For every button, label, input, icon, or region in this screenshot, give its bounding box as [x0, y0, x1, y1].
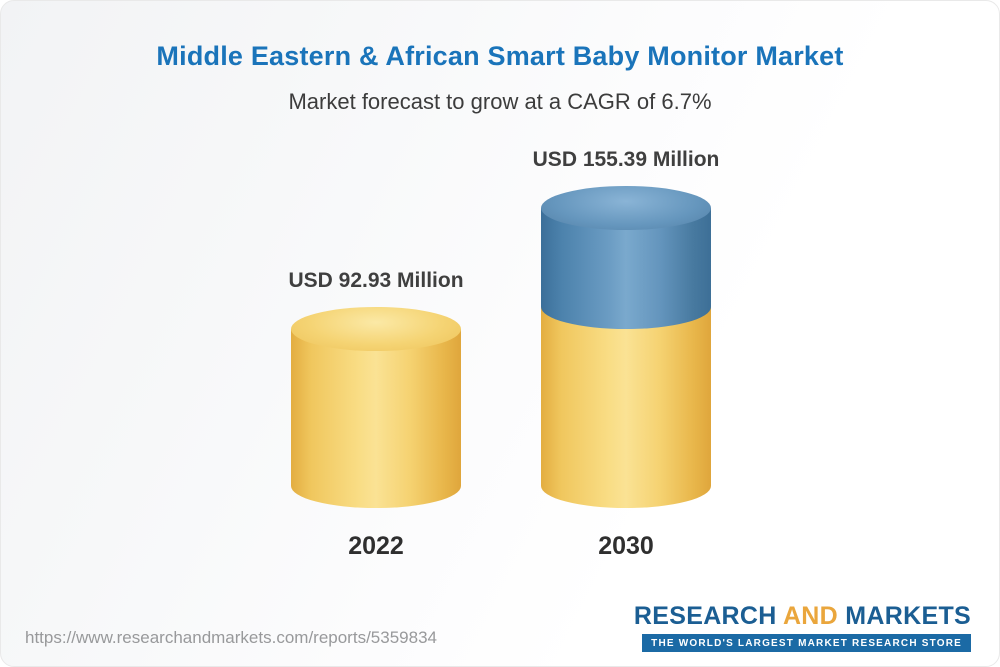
cylinder-2030-base-segment: [541, 307, 711, 508]
logo-word-and: AND: [782, 602, 839, 630]
category-label-2030: 2030: [598, 532, 654, 560]
cylinder-2030-cap: [541, 186, 711, 230]
value-label-2030: USD 155.39 Million: [532, 148, 720, 171]
page-subtitle: Market forecast to grow at a CAGR of 6.7…: [288, 89, 712, 114]
research-and-markets-logo: RESEARCH AND MARKETS THE WORLD'S LARGEST…: [634, 602, 971, 652]
report-url: https://www.researchandmarkets.com/repor…: [25, 628, 437, 647]
cylinder-2030: [541, 186, 711, 508]
value-label-2022: USD 92.93 Million: [288, 269, 464, 292]
category-label-2022: 2022: [348, 532, 404, 560]
cylinder-2022-body: [291, 329, 461, 508]
page-title: Middle Eastern & African Smart Baby Moni…: [156, 41, 844, 71]
logo-word-research: RESEARCH: [633, 602, 777, 630]
cylinder-2022-cap: [291, 307, 461, 351]
logo-tagline: THE WORLD'S LARGEST MARKET RESEARCH STOR…: [642, 634, 971, 652]
bar-2030: USD 155.39 Million: [533, 148, 719, 508]
logo-wordmark: RESEARCH AND MARKETS: [634, 602, 971, 631]
logo-word-markets: MARKETS: [845, 602, 971, 630]
bar-2022: USD 92.93 Million: [288, 269, 464, 508]
cylinder-2022: [291, 307, 461, 508]
